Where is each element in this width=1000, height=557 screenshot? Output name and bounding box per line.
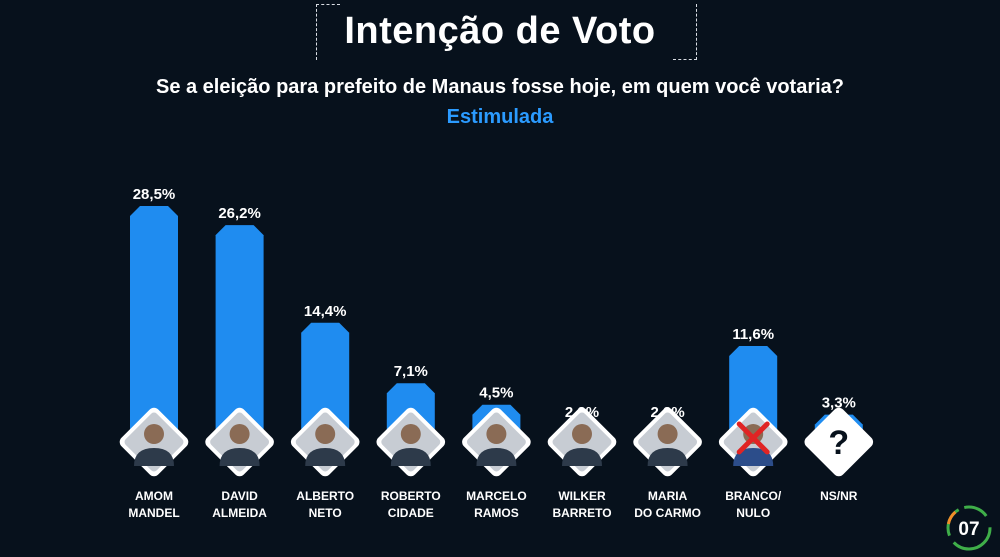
category-label-5-2: RAMOS [474, 506, 519, 520]
category-label-8-2: NULO [736, 506, 770, 520]
candidate-icon-2 [205, 407, 274, 477]
icon-head-8 [743, 424, 764, 444]
bar-1 [130, 206, 178, 442]
icon-head-1 [144, 424, 164, 444]
chart-subtitle: Se a eleição para prefeito de Manaus fos… [155, 76, 845, 98]
icon-body-3 [305, 448, 346, 466]
category-label-5-1: MARCELO [466, 489, 527, 503]
category-label-7-1: MARIA [648, 489, 688, 503]
question-mark-icon: ? [828, 424, 849, 462]
icon-body-2 [219, 448, 260, 466]
value-label-4: 7,1% [394, 363, 428, 380]
value-label-1: 28,5% [133, 186, 176, 203]
category-label-6-1: WILKER [558, 489, 606, 503]
category-label-2-1: DAVID [221, 489, 258, 503]
icon-head-4 [400, 424, 421, 444]
title-frame [316, 4, 697, 60]
icon-body-1 [134, 448, 174, 466]
category-label-2-2: ALMEIDA [212, 506, 267, 520]
candidate-icon-9: ? [804, 407, 874, 477]
icon-head-3 [315, 424, 336, 444]
category-label-3-2: NETO [309, 506, 342, 520]
candidate-icon-3 [290, 407, 360, 477]
category-label-4-1: ROBERTO [381, 489, 441, 503]
category-label-6-2: BARRETO [552, 506, 611, 520]
icon-head-2 [229, 424, 250, 444]
value-label-9: 3,3% [822, 395, 856, 412]
chart-tag: Estimulada [446, 106, 554, 128]
candidate-icon-6 [547, 407, 617, 477]
candidate-icon-8 [718, 407, 788, 477]
icon-body-8 [733, 448, 774, 466]
icon-head-5 [486, 424, 507, 444]
candidate-icon-1 [119, 407, 189, 477]
category-label-9-1: NS/NR [820, 489, 858, 503]
category-label-7-2: DO CARMO [634, 506, 701, 520]
icon-head-6 [572, 424, 592, 444]
category-label-1-1: AMOM [135, 489, 173, 503]
icon-body-6 [562, 448, 602, 466]
icon-frame-9 [804, 407, 874, 477]
icon-head-7 [657, 424, 678, 444]
candidate-icon-5 [462, 407, 531, 477]
icon-body-4 [390, 448, 431, 466]
cross-stroke-b [736, 421, 770, 455]
bar-2 [215, 225, 264, 442]
icon-body-5 [476, 448, 517, 466]
page-number: 07 [958, 519, 979, 540]
candidate-icon-4 [376, 407, 446, 477]
category-label-1-2: MANDEL [128, 506, 179, 520]
value-label-3: 14,4% [304, 303, 347, 320]
value-label-5: 4,5% [479, 385, 513, 402]
page-number-badge: 07 [946, 505, 992, 551]
category-label-4-2: CIDADE [388, 506, 434, 520]
candidate-icon-7 [633, 407, 702, 477]
icon-body-7 [647, 448, 688, 466]
category-label-8-1: BRANCO/ [725, 489, 782, 503]
bar-3 [301, 322, 350, 442]
category-label-3-1: ALBERTO [296, 489, 354, 503]
page-title: Intenção de Voto [344, 10, 656, 52]
value-label-8: 11,6% [732, 326, 774, 343]
value-label-2: 26,2% [218, 205, 261, 222]
